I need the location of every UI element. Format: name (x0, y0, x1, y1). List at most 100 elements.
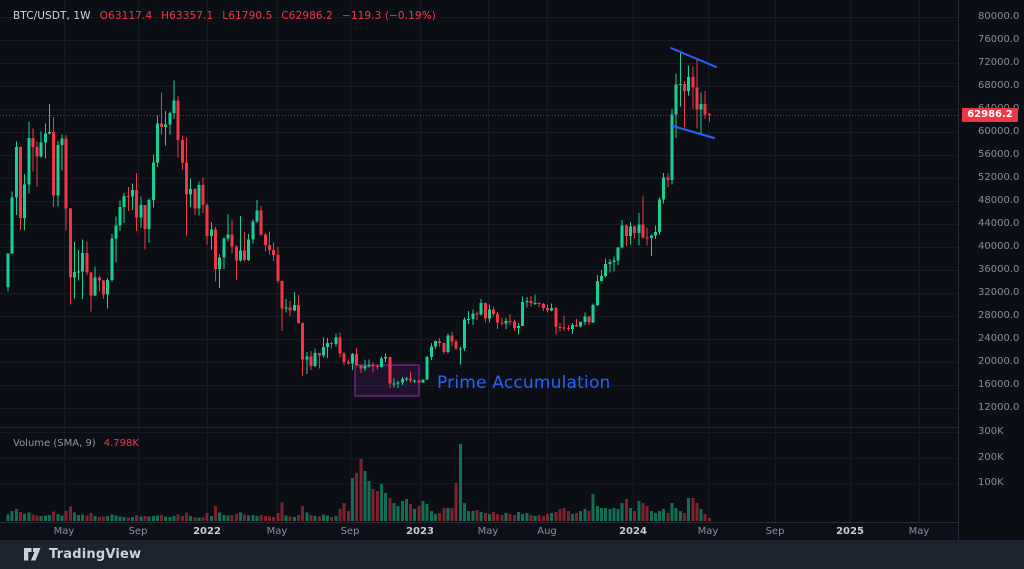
candle (587, 316, 591, 325)
volume-bar (400, 501, 404, 521)
volume-bar (537, 514, 541, 521)
prime-accumulation-annotation[interactable]: Prime Accumulation (437, 373, 611, 393)
price-tick-label: 28000.0 (978, 310, 1020, 322)
candle (52, 117, 56, 207)
candle (172, 80, 176, 119)
volume-bar (367, 481, 371, 521)
volume-bar (172, 516, 176, 521)
candle (81, 239, 85, 299)
candle (31, 128, 35, 172)
candle (205, 203, 209, 245)
time-tick-label: May (908, 526, 930, 537)
symbol-legend[interactable]: BTC/USDT, 1W O63117.4 H63357.1 L61790.5 C62… (13, 10, 436, 22)
volume-bar (475, 509, 479, 521)
volume-bar (682, 512, 686, 521)
volume-bar (496, 514, 500, 521)
pane-separator[interactable] (0, 427, 1024, 428)
volume-bar (230, 514, 234, 521)
volume-bar (52, 511, 56, 521)
candle (409, 371, 413, 383)
candle (537, 302, 541, 307)
price-tick-label: 12000.0 (978, 402, 1020, 414)
price-tick-label: 44000.0 (978, 218, 1020, 230)
volume-bar (558, 509, 562, 521)
candle (570, 323, 574, 334)
candle (475, 311, 479, 321)
volume-bar (297, 514, 300, 521)
volume-bar (699, 509, 703, 521)
candle (653, 225, 657, 240)
volume-bar (176, 514, 180, 521)
symbol-title: BTC/USDT, 1W (13, 10, 91, 22)
volume-bar (629, 507, 632, 521)
candle (599, 270, 603, 282)
candle (180, 135, 184, 170)
volume-bar (131, 517, 134, 521)
volume-bar (18, 512, 22, 521)
volume-bar (433, 514, 437, 521)
candle (500, 317, 504, 326)
candle (579, 321, 583, 328)
price-axis[interactable]: 80000.076000.072000.068000.064000.060000… (958, 0, 1024, 540)
volume-bar (678, 511, 682, 521)
candle (595, 274, 599, 306)
time-axis[interactable]: May Sep 2022 May Sep 2023 May Aug 2024 May Sep 2025… (0, 522, 1024, 540)
candle (263, 233, 267, 252)
bottom-bar: TradingView (0, 540, 1024, 569)
volume-bar (620, 502, 624, 521)
price-tick-label: 20000.0 (978, 356, 1020, 368)
candle (164, 110, 168, 146)
volume-bar (429, 511, 433, 521)
volume-bar (301, 506, 305, 521)
volume-sma-value: 4.798K (103, 438, 139, 449)
candle (292, 292, 296, 311)
volume-bar (388, 497, 392, 521)
chart-canvas[interactable] (0, 0, 958, 522)
volume-bar (143, 516, 147, 521)
candle (301, 322, 305, 376)
candle (313, 348, 317, 367)
volume-bar (164, 516, 168, 521)
volume-bar (180, 516, 184, 521)
candle (97, 275, 101, 292)
candle (550, 303, 554, 312)
tradingview-watermark[interactable]: TradingView (49, 547, 142, 562)
accumulation-box-drawing[interactable] (354, 364, 420, 397)
candle (413, 379, 417, 383)
volume-legend[interactable]: Volume (SMA, 9) 4.798K (13, 438, 139, 449)
volume-bar (375, 491, 379, 521)
volume-bar (68, 506, 72, 521)
candle (151, 154, 155, 208)
volume-bar (338, 509, 342, 521)
candle (442, 342, 446, 355)
volume-bar (359, 459, 363, 521)
candle (214, 227, 217, 282)
volume-bar (525, 512, 529, 521)
volume-bar (139, 516, 143, 521)
volume-bar (587, 511, 591, 521)
candle (604, 258, 608, 278)
candle (425, 355, 429, 380)
volume-bar (450, 507, 454, 521)
candle (106, 278, 110, 309)
candle (230, 219, 234, 254)
candle (14, 141, 18, 215)
candle (110, 233, 114, 283)
candle (438, 338, 442, 347)
candle (371, 362, 375, 373)
volume-bar (458, 444, 462, 521)
price-tick-label: 24000.0 (978, 333, 1020, 345)
candle (687, 65, 691, 96)
parallel-channel-drawing[interactable] (670, 47, 717, 139)
volume-bar (483, 512, 487, 521)
volume-bar (263, 516, 267, 521)
candle (678, 52, 682, 107)
volume-bar (309, 514, 313, 521)
candle (18, 146, 22, 230)
candle (39, 131, 43, 158)
tradingview-logo-icon[interactable] (24, 547, 41, 562)
volume-bar (624, 499, 628, 521)
volume-bar (85, 515, 89, 521)
candle (60, 134, 64, 171)
volume-bar (89, 513, 93, 521)
